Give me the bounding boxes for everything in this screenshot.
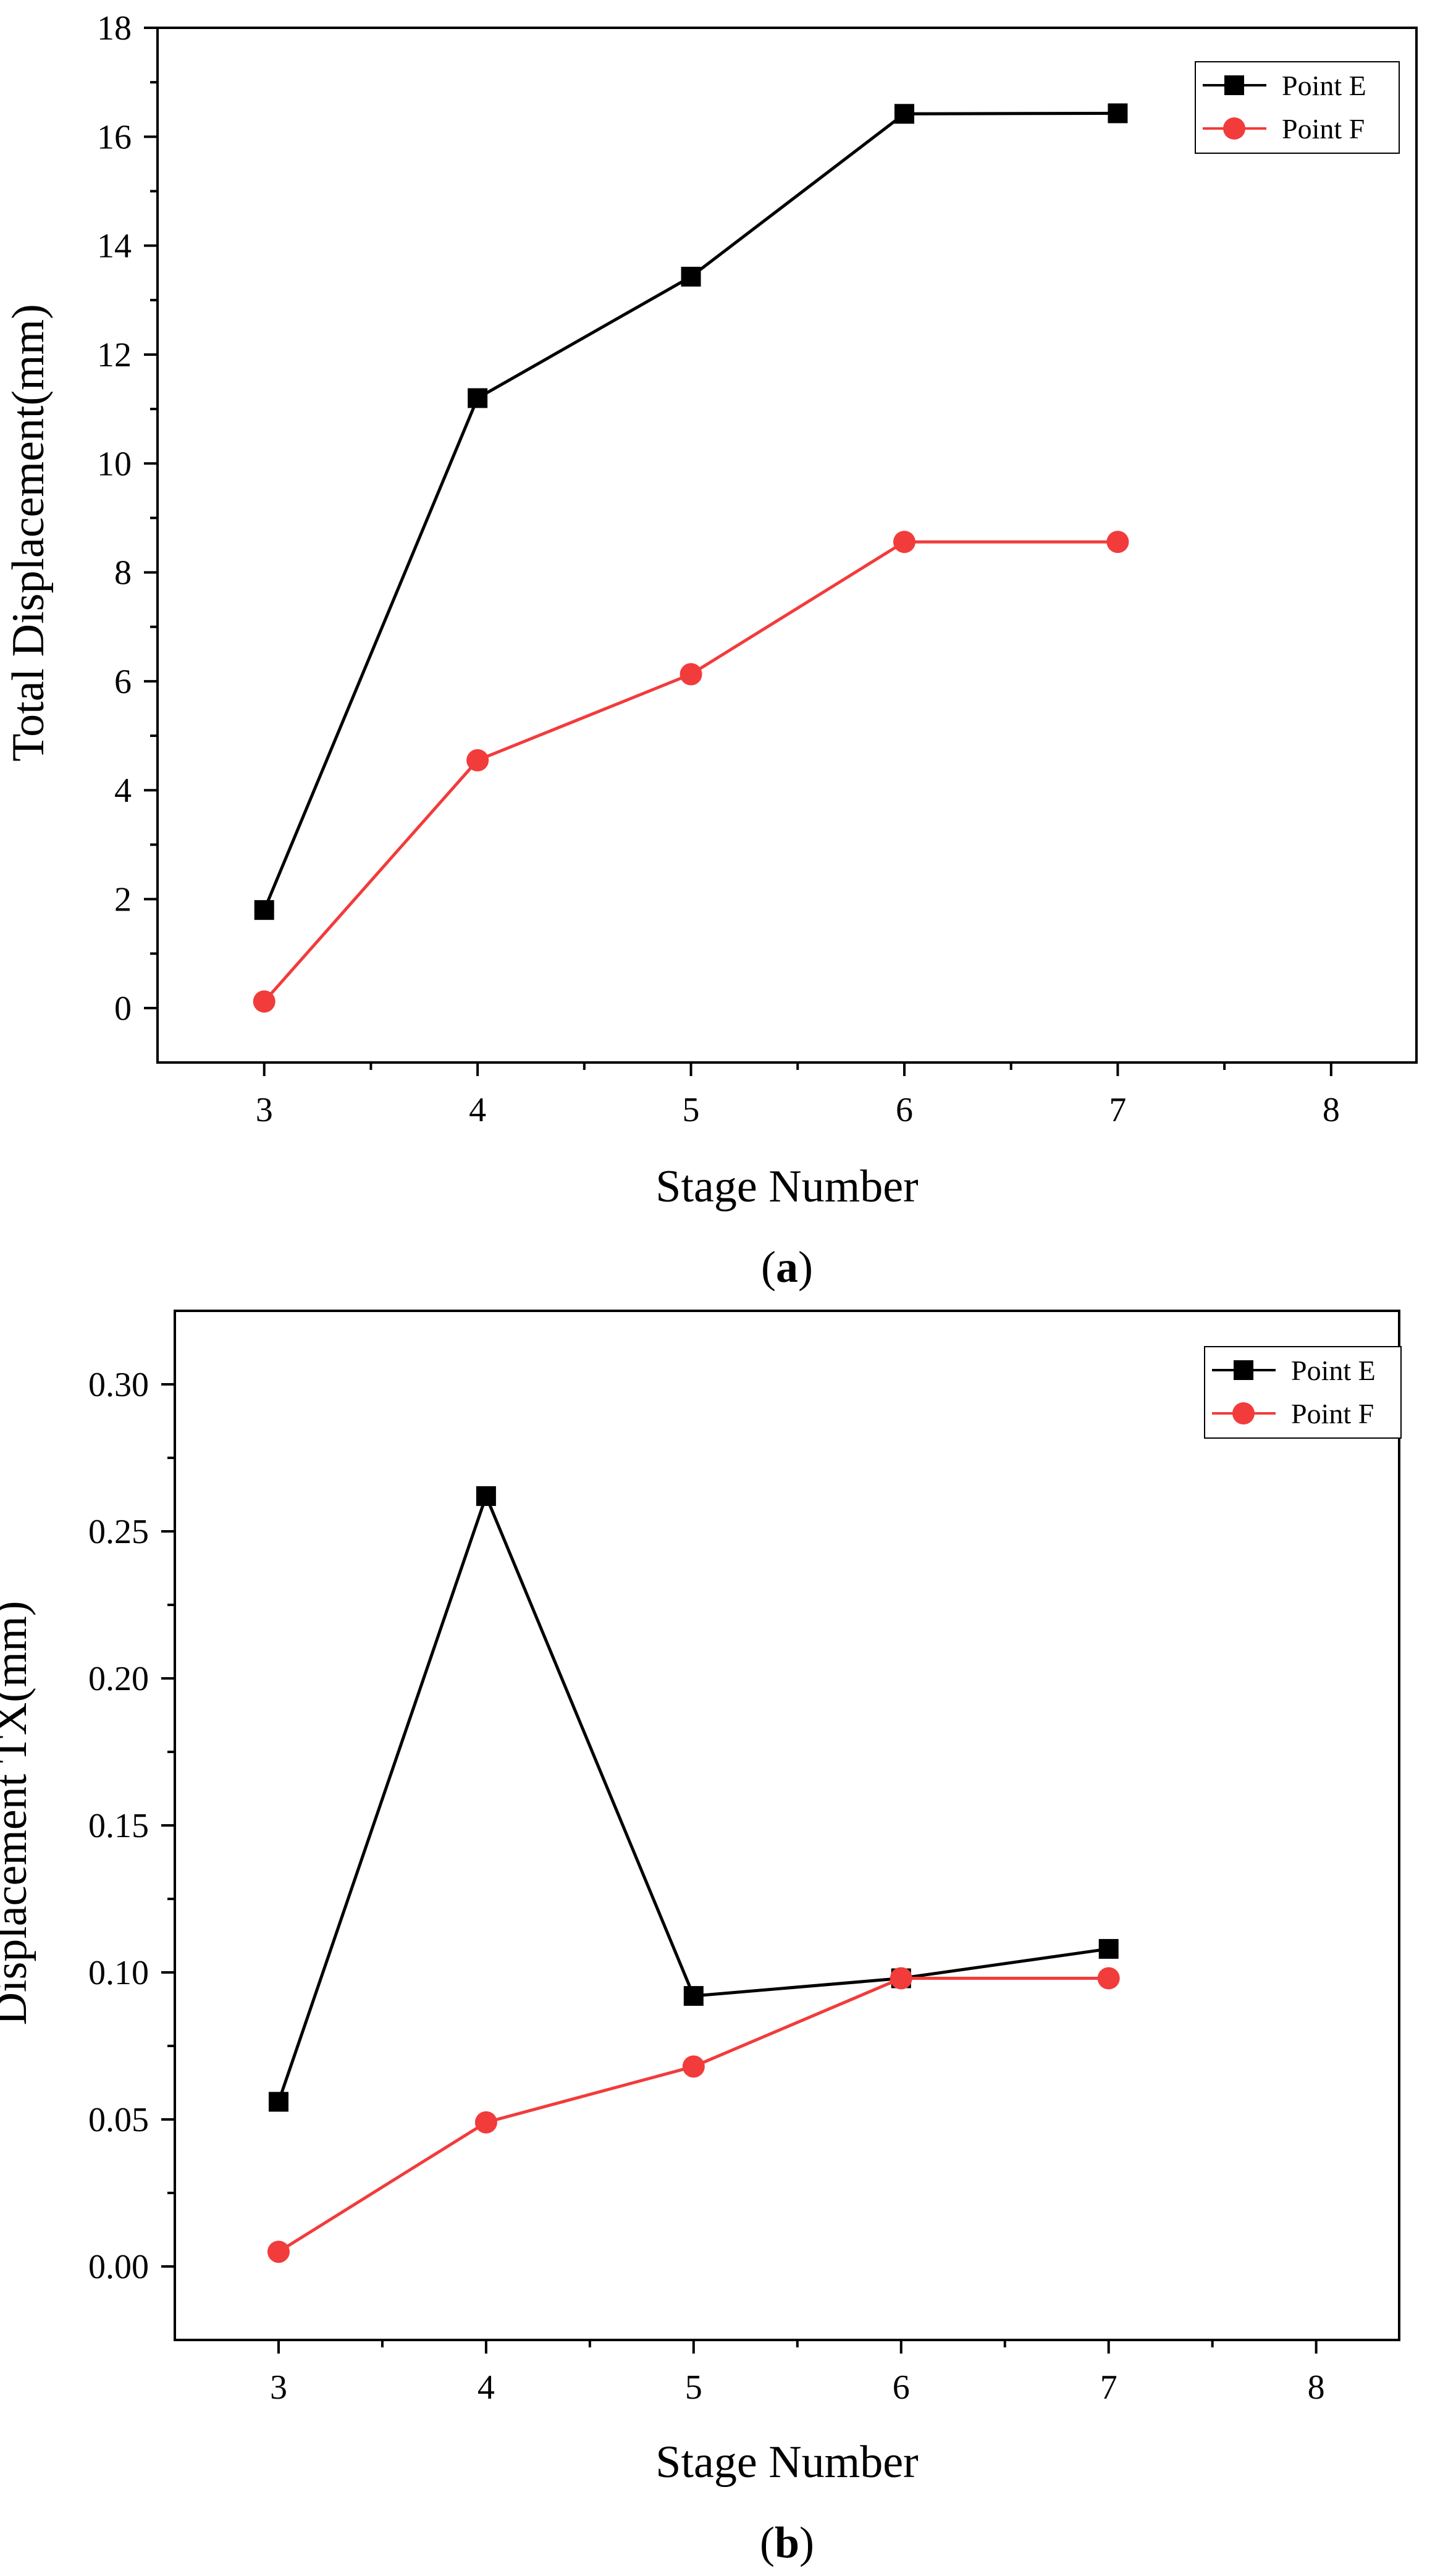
data-point-point-f <box>890 1967 912 1990</box>
x-axis-title: Stage Number <box>655 2437 918 2488</box>
data-point-point-e <box>1108 103 1128 124</box>
figure-caption: (a) <box>761 1242 813 1292</box>
y-tick-label: 0.05 <box>88 2101 149 2139</box>
series-line-point-e <box>277 1491 1109 2103</box>
x-tick-label: 6 <box>893 2368 910 2407</box>
y-tick-label: 12 <box>97 336 132 374</box>
series-line-point-f <box>277 1977 1109 2253</box>
data-point-point-f <box>253 990 276 1013</box>
y-tick-label: 14 <box>97 227 132 266</box>
chart-a: 3 4 5 6 7 8 0 2 4 6 8 10 12 14 16 18 Stage Number Total D… <box>3 9 1418 1292</box>
plot-frame <box>156 27 1418 1064</box>
caption-open: ( <box>760 2518 775 2567</box>
data-point-point-e <box>683 1986 704 2006</box>
x-tick-label: 7 <box>1109 1091 1126 1129</box>
data-point-point-e <box>894 104 914 124</box>
caption-letter: b <box>775 2518 799 2567</box>
figure-caption: (b) <box>760 2518 814 2567</box>
data-point-point-f <box>474 2111 497 2134</box>
caption-open: ( <box>761 1242 776 1292</box>
y-tick-label: 0 <box>114 990 132 1028</box>
legend-label: Point E <box>1282 70 1366 101</box>
data-point-point-f <box>267 2241 290 2263</box>
legend-marker <box>1232 1402 1255 1424</box>
data-point-point-e <box>1098 1938 1119 1959</box>
legend-label: Point F <box>1282 113 1365 145</box>
data-point-point-f <box>893 531 915 553</box>
y-tick-label: 4 <box>114 772 132 810</box>
caption-letter: a <box>776 1242 798 1292</box>
data-point-point-f <box>1106 531 1129 553</box>
legend-label: Point F <box>1291 1398 1374 1429</box>
caption-close: ) <box>799 2518 814 2567</box>
y-tick-label: 0.10 <box>88 1954 149 1992</box>
y-tick-label: 0.30 <box>88 1366 149 1404</box>
x-tick-label: 5 <box>683 1091 700 1129</box>
y-tick-label: 0.00 <box>88 2248 149 2286</box>
series-line-point-e <box>263 111 1118 911</box>
data-point-point-e <box>476 1486 496 1506</box>
y-tick-label: 0.15 <box>88 1807 149 1845</box>
y-tick-label: 18 <box>97 9 132 48</box>
data-point-point-e <box>468 388 488 408</box>
y-tick-label: 6 <box>114 663 132 701</box>
legend-marker <box>1223 117 1245 140</box>
legend-marker <box>1234 1360 1253 1380</box>
caption-close: ) <box>798 1242 813 1292</box>
data-point-point-f <box>682 2055 705 2078</box>
x-tick-label: 3 <box>270 2368 287 2407</box>
x-tick-label: 6 <box>896 1091 913 1129</box>
data-point-point-e <box>268 2092 288 2112</box>
x-tick-label: 3 <box>256 1091 273 1129</box>
y-axis-title: Total Displacement(mm) <box>3 304 54 762</box>
x-tick-label: 5 <box>685 2368 702 2407</box>
y-axis-title: Displacement TX(mm) <box>0 1601 36 2025</box>
y-tick-label: 0.25 <box>88 1513 149 1551</box>
y-tick-label: 2 <box>114 881 132 919</box>
x-axis-title: Stage Number <box>655 1161 918 1212</box>
data-point-point-f <box>466 749 489 772</box>
legend-marker <box>1224 75 1244 95</box>
plot-frame <box>174 1310 1400 2341</box>
y-tick-label: 16 <box>97 118 132 156</box>
data-point-point-e <box>681 266 701 287</box>
y-tick-label: 0.20 <box>88 1660 149 1698</box>
legend-label: Point E <box>1291 1355 1376 1386</box>
x-tick-label: 4 <box>478 2368 495 2407</box>
data-point-point-f <box>680 663 702 686</box>
x-tick-label: 8 <box>1308 2368 1325 2407</box>
x-tick-label: 7 <box>1100 2368 1117 2407</box>
x-tick-label: 4 <box>469 1091 486 1129</box>
data-point-point-e <box>254 900 274 920</box>
y-tick-label: 10 <box>97 445 132 483</box>
data-point-point-f <box>1097 1967 1120 1990</box>
series-line-point-f <box>263 540 1118 1003</box>
chart-b: 3 4 5 6 7 8 0.00 0.05 0.10 0.15 0.20 0.25 0.30 Stage … <box>0 1310 1402 2567</box>
y-tick-label: 8 <box>114 554 132 592</box>
x-tick-label: 8 <box>1323 1091 1340 1129</box>
